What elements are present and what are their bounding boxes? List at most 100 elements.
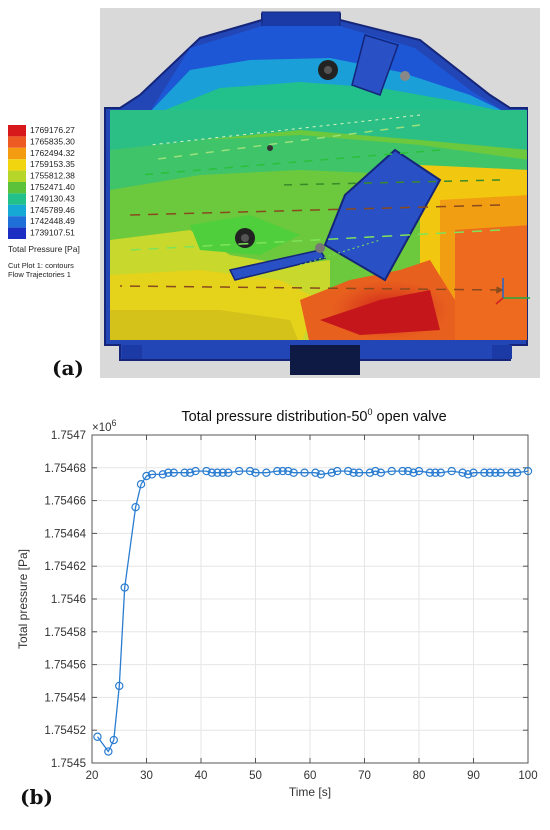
data-point	[349, 468, 358, 477]
data-point	[469, 468, 478, 477]
chart-title: Total pressure distribution-500 open val…	[181, 407, 446, 425]
legend-note: Flow Trajectories 1	[8, 270, 71, 279]
data-point	[180, 468, 189, 477]
x-tick-label: 50	[249, 770, 262, 782]
legend-swatch	[8, 182, 26, 194]
legend-value: 1769176.27	[30, 125, 75, 135]
data-point	[512, 468, 522, 477]
data-point	[115, 681, 124, 691]
legend-title: Total Pressure [Pa]	[8, 244, 80, 254]
data-point	[273, 466, 282, 476]
data-point	[333, 466, 342, 476]
data-point	[507, 468, 516, 477]
x-tick-label: 20	[86, 770, 99, 782]
data-point	[142, 471, 151, 481]
data-point	[311, 468, 320, 477]
x-axis-title: Time [s]	[289, 785, 331, 799]
y-tick-label: 1.75466	[44, 496, 86, 508]
y-tick-label: 1.75458	[44, 627, 86, 639]
data-point	[131, 502, 140, 512]
data-point	[447, 466, 456, 476]
legend-value: 1742448.49	[30, 216, 75, 226]
data-point	[343, 466, 353, 476]
flow-trajectories	[119, 114, 504, 294]
data-point	[300, 468, 309, 477]
legend-swatch	[8, 227, 26, 239]
x-tick-label: 90	[467, 770, 480, 782]
y-tick-label: 1.75456	[44, 660, 86, 672]
data-point	[262, 468, 271, 477]
data-point	[93, 732, 102, 741]
legend-value: 1745789.46	[30, 205, 75, 215]
legend-note: Cut Plot 1: contours	[8, 261, 74, 270]
legend-swatch	[8, 193, 26, 205]
data-point	[436, 468, 445, 477]
y-tick-label: 1.75468	[44, 463, 86, 475]
data-point	[327, 468, 336, 477]
y-tick-label: 1.7547	[51, 430, 86, 442]
x-tick-label: 70	[358, 770, 371, 782]
data-point	[207, 468, 217, 477]
data-point	[398, 466, 407, 476]
data-point	[185, 468, 195, 477]
y-tick-label: 1.75452	[44, 725, 86, 737]
data-point	[496, 468, 505, 477]
data-point	[251, 468, 260, 477]
panel-a: 1769176.27 1765835.30 1762494.32 1759153.35…	[0, 0, 550, 385]
data-point	[158, 470, 168, 479]
data-point	[218, 468, 227, 477]
legend-swatch	[8, 170, 26, 182]
data-point	[523, 466, 533, 476]
legend-value: 1755812.38	[30, 171, 75, 181]
x-tick-label: 80	[413, 770, 426, 782]
legend-swatch	[8, 147, 26, 160]
data-point	[202, 466, 211, 476]
valve-disc	[228, 34, 442, 282]
data-point	[278, 466, 287, 476]
x-tick-label: 60	[304, 770, 317, 782]
panel-b: 20 30 40 50 60 70 80 90 100 1.7545 1.75452 1.75454 1…	[0, 385, 550, 825]
data-point	[289, 468, 298, 477]
legend-swatch	[8, 159, 26, 171]
legend-value: 1759153.35	[30, 159, 75, 169]
data-point	[371, 466, 380, 476]
data-point	[365, 468, 375, 477]
data-point	[463, 470, 473, 479]
x-tick-label: 100	[518, 770, 537, 782]
data-point	[169, 468, 178, 477]
data-point	[316, 470, 326, 479]
y-tick-label: 1.75464	[44, 528, 86, 540]
series-line	[96, 470, 529, 753]
data-point	[284, 466, 293, 476]
legend-value: 1752471.40	[30, 182, 75, 192]
y-tick-label: 1.7546	[51, 594, 86, 606]
y-tick-label: 1.75462	[44, 561, 86, 573]
data-point	[480, 468, 489, 477]
data-point	[387, 466, 396, 476]
data-point	[120, 583, 129, 592]
data-point	[234, 466, 244, 476]
data-point	[147, 470, 157, 479]
pressure-time-chart: 20 30 40 50 60 70 80 90 100 1.7545 1.75452 1.75454 1…	[16, 407, 538, 799]
data-point	[164, 468, 173, 477]
data-point	[414, 466, 424, 476]
legend-value: 1765835.30	[30, 136, 75, 146]
data-point	[491, 468, 500, 477]
legend-swatch	[8, 204, 26, 217]
y-tick-label: 1.75454	[44, 692, 86, 704]
legend-swatch	[8, 125, 26, 137]
panel-b-label: (b)	[20, 785, 53, 809]
pressure-field	[110, 110, 527, 340]
data-point	[409, 468, 418, 477]
data-point	[376, 468, 386, 477]
x-tick-label: 30	[140, 770, 153, 782]
data-point	[213, 468, 222, 477]
series-pressure	[93, 466, 533, 756]
legend-swatch	[8, 216, 26, 228]
axis-ticks: 20 30 40 50 60 70 80 90 100 1.7545 1.75452 1.75454 1…	[44, 430, 537, 782]
legend-value: 1749130.43	[30, 193, 75, 203]
data-point	[136, 479, 146, 489]
data-point	[191, 466, 200, 476]
x-tick-label: 40	[195, 770, 208, 782]
